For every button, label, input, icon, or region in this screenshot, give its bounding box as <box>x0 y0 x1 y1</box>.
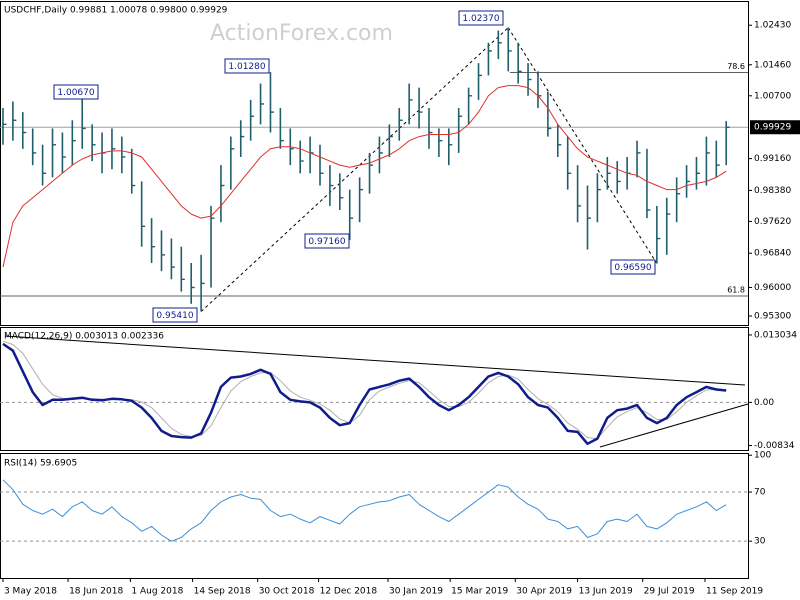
annotation: 0.95410 <box>156 311 193 321</box>
y-tick-label: 1.00700 <box>754 91 791 101</box>
y-tick-label: 70 <box>754 488 766 498</box>
y-tick-label: 0.96840 <box>754 249 791 259</box>
x-tick-label: 29 Jul 2019 <box>644 587 695 597</box>
y-tick-label: 0.96000 <box>754 283 791 293</box>
annotation: 1.01280 <box>228 62 265 72</box>
x-tick-label: 30 Oct 2018 <box>259 587 315 597</box>
fib-label: 78.6 <box>727 62 745 71</box>
rsi-title: RSI(14) 59.6905 <box>4 459 77 469</box>
x-tick-label: 14 Sep 2018 <box>194 587 251 597</box>
rsi-line <box>2 479 727 542</box>
annotation-box <box>224 58 270 74</box>
y-tick-label: 1.02430 <box>754 21 791 31</box>
y-tick-label: 1.01460 <box>754 60 791 70</box>
y-tick-label: 0.95300 <box>754 312 791 322</box>
x-tick-label: 11 Sep 2019 <box>706 587 763 597</box>
macd-title: MACD(12,26,9) 0.003013 0.002336 <box>4 332 164 342</box>
y-tick-label: 0.013034 <box>754 330 797 340</box>
macd-line <box>2 342 727 446</box>
annotation-box <box>458 10 504 26</box>
y-tick-label: 0.98380 <box>754 186 791 196</box>
annotation: 1.00670 <box>57 88 94 98</box>
x-tick-label: 30 Jan 2019 <box>389 587 443 597</box>
y-tick-label: -0.00834 <box>754 441 795 451</box>
y-tick-label: 0.99160 <box>754 154 791 164</box>
x-tick-label: 15 Mar 2019 <box>451 587 508 597</box>
trendline <box>200 27 509 312</box>
annotation: 0.97160 <box>308 237 345 247</box>
y-tick-label: 30 <box>754 537 766 547</box>
y-tick-label: 0.97620 <box>754 217 791 227</box>
x-tick-label: 3 May 2018 <box>4 587 57 597</box>
chart-title: USDCHF,Daily 0.99881 1.00078 0.99800 0.9… <box>4 6 228 16</box>
x-tick-label: 18 Jun 2018 <box>69 587 123 597</box>
watermark: ActionForex.com <box>210 21 393 46</box>
x-tick-label: 12 Dec 2018 <box>320 587 378 597</box>
macd-trendline <box>4 335 746 386</box>
annotation-box <box>610 259 656 275</box>
annotation-box <box>53 84 99 100</box>
annotation: 1.02370 <box>462 14 499 24</box>
macd-trendline <box>599 403 749 448</box>
trendline <box>507 27 658 264</box>
last-price-label: 0.99929 <box>754 123 791 133</box>
annotation-box <box>304 233 350 249</box>
annotation: 0.96590 <box>614 263 651 273</box>
fib-label: 61.8 <box>727 286 745 295</box>
y-tick-label: 0.00 <box>754 398 774 408</box>
last-price-box <box>750 120 800 135</box>
x-tick-label: 30 Apr 2019 <box>516 587 572 597</box>
y-tick-label: 100 <box>754 451 771 461</box>
x-tick-label: 1 Aug 2018 <box>131 587 183 597</box>
rsi-panel <box>0 453 749 579</box>
annotation-box <box>152 307 198 323</box>
x-tick-label: 13 Jun 2019 <box>579 587 633 597</box>
moving-average <box>2 85 727 268</box>
